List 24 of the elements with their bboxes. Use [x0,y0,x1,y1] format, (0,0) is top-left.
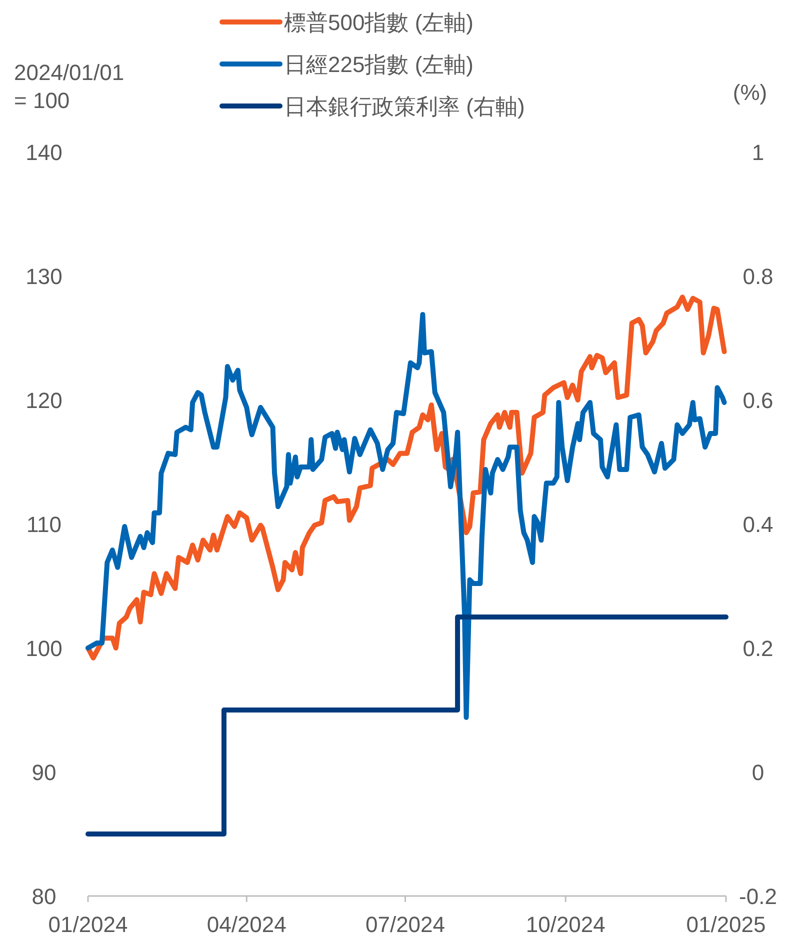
x-tick-label: 04/2024 [206,912,286,937]
y2-tick-label: 0.4 [742,512,774,537]
x-tick-label: 10/2024 [526,912,606,937]
y-tick-label: 100 [26,636,62,661]
y-tick-label: 120 [26,388,62,413]
y-tick-label: 130 [26,264,62,289]
y2-tick-label: 0.2 [742,636,774,661]
x-tick-label: 01/2025 [686,912,766,937]
y-tick-label: 140 [26,140,62,165]
y2-axis-title: (%) [732,80,768,105]
x-tick-label: 07/2024 [365,912,446,937]
y2-tick-label: 0.8 [742,264,774,289]
y-tick-label: 110 [26,512,62,537]
y2-tick-label: 1 [752,140,764,165]
y-tick-label: 90 [32,760,56,785]
y2-tick-label: -0.2 [739,884,777,909]
legend-label: 日本銀行政策利率 (右軸) [284,94,525,119]
x-tick-label: 01/2024 [48,912,128,937]
y2-tick-label: 0.6 [742,388,774,413]
y-axis-title: 2024/01/01 = 100 [14,60,124,113]
legend-label: 日經225指數 (左軸) [284,52,474,77]
legend-label: 標普500指數 (左軸) [284,10,474,35]
y2-tick-label: 0 [752,760,764,785]
y-tick-label: 80 [32,884,56,909]
